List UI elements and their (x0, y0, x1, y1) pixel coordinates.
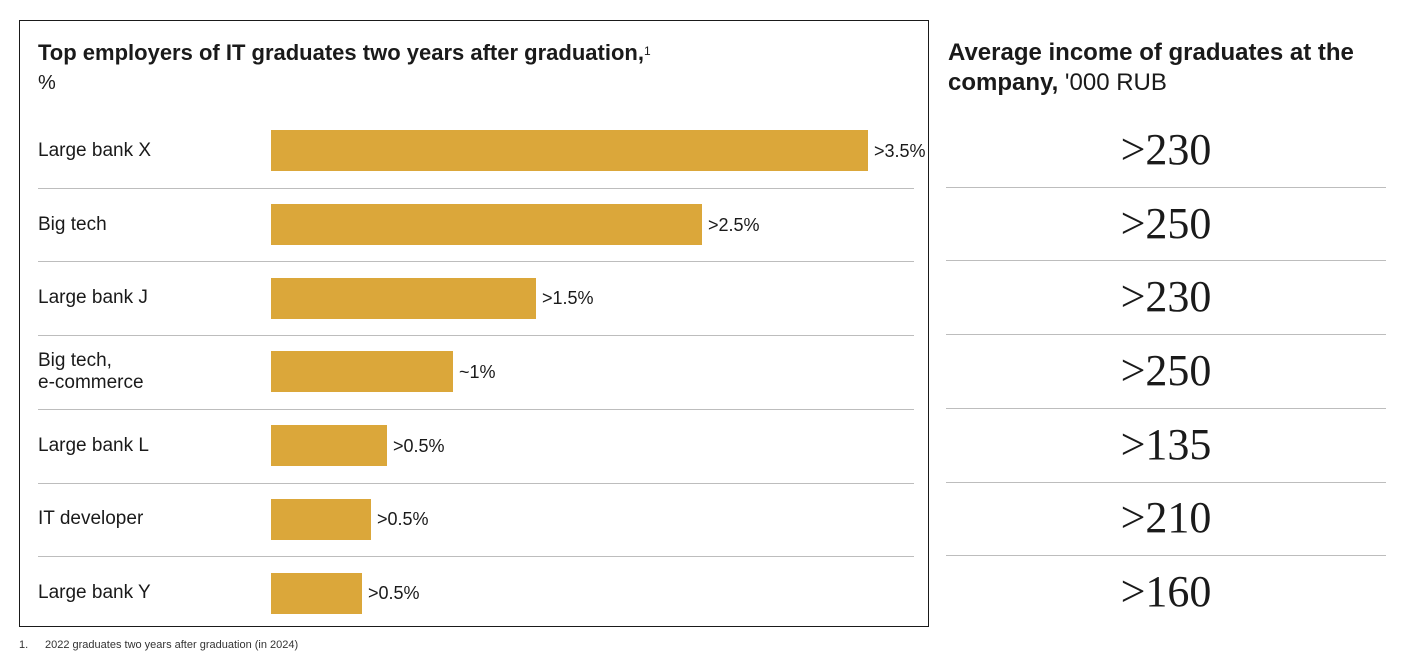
bar (271, 277, 536, 319)
bar (271, 351, 453, 393)
bar-row: Large bank Y >0.5% (38, 556, 914, 630)
income-value: >230 (1120, 272, 1212, 322)
row-divider (38, 335, 914, 336)
category-label: Large bank Y (38, 582, 151, 604)
income-row: >135 (946, 408, 1386, 482)
income-value: >250 (1120, 198, 1212, 248)
row-divider (38, 409, 914, 410)
bar-value-label: >0.5% (393, 435, 445, 456)
bar-value-label: >1.5% (542, 288, 594, 309)
income-value: >230 (1120, 124, 1212, 174)
income-value: >210 (1120, 493, 1212, 543)
chart-rows: Large bank X >3.5% Big tech >2.5% Large bank… (20, 21, 930, 628)
bar (271, 572, 362, 614)
category-label: IT developer (38, 508, 144, 530)
income-value: >250 (1120, 345, 1212, 395)
income-row: >210 (946, 482, 1386, 556)
bar-row: IT developer >0.5% (38, 483, 914, 557)
income-divider (946, 555, 1386, 556)
row-divider (38, 261, 914, 262)
row-divider (38, 556, 914, 557)
bar (271, 130, 868, 172)
chart-unit: % (38, 72, 56, 94)
income-value: >160 (1120, 567, 1212, 617)
income-row: >250 (946, 334, 1386, 408)
income-divider (946, 187, 1386, 188)
bar (271, 425, 387, 467)
category-label: Large bank X (38, 139, 152, 161)
income-panel-title: Average income of graduates at the compa… (948, 38, 1388, 98)
row-divider (38, 188, 914, 189)
category-label: Large bank J (38, 287, 148, 309)
bar-row: Big tech >2.5% (38, 188, 914, 262)
bar (271, 204, 702, 246)
bar-value-label: ~1% (459, 361, 496, 382)
footnote-text: 2022 graduates two years after graduatio… (45, 639, 299, 651)
category-label: Large bank L (38, 434, 149, 456)
income-row: >250 (946, 187, 1386, 261)
bar-row: Large bank X >3.5% (38, 114, 926, 188)
chart-title-text: Top employers of IT graduates two years … (38, 40, 644, 65)
bar (271, 498, 371, 540)
bar-value-label: >0.5% (368, 583, 420, 604)
footnote: 1. 2022 graduates two years after graduat… (19, 638, 298, 652)
income-row: >160 (946, 555, 1386, 629)
category-label: Big tech, e-commerce (38, 349, 144, 393)
income-divider (946, 482, 1386, 483)
income-divider (946, 334, 1386, 335)
bar-row: Large bank J >1.5% (38, 261, 914, 335)
income-value: >135 (1120, 419, 1212, 469)
income-divider (946, 260, 1386, 261)
bar-value-label: >2.5% (708, 214, 760, 235)
income-divider (946, 408, 1386, 409)
chart-title: Top employers of IT graduates two years … (38, 40, 651, 66)
income-row: >230 (946, 260, 1386, 334)
bar-value-label: >3.5% (874, 140, 926, 161)
category-label: Big tech (38, 213, 107, 235)
row-divider (38, 483, 914, 484)
title-footnote-marker: 1 (643, 44, 651, 58)
bar-value-label: >0.5% (377, 509, 429, 530)
income-row: >230 (946, 113, 1386, 187)
income-title-text: Average income of graduates at the compa… (948, 39, 1354, 96)
employers-chart: Top employers of IT graduates two years … (19, 20, 929, 627)
bar-row: Big tech, e-commerce ~1% (38, 335, 914, 409)
income-title-unit: '000 RUB (1064, 69, 1167, 96)
bar-row: Large bank L >0.5% (38, 409, 914, 483)
footnote-number: 1. (19, 639, 29, 651)
